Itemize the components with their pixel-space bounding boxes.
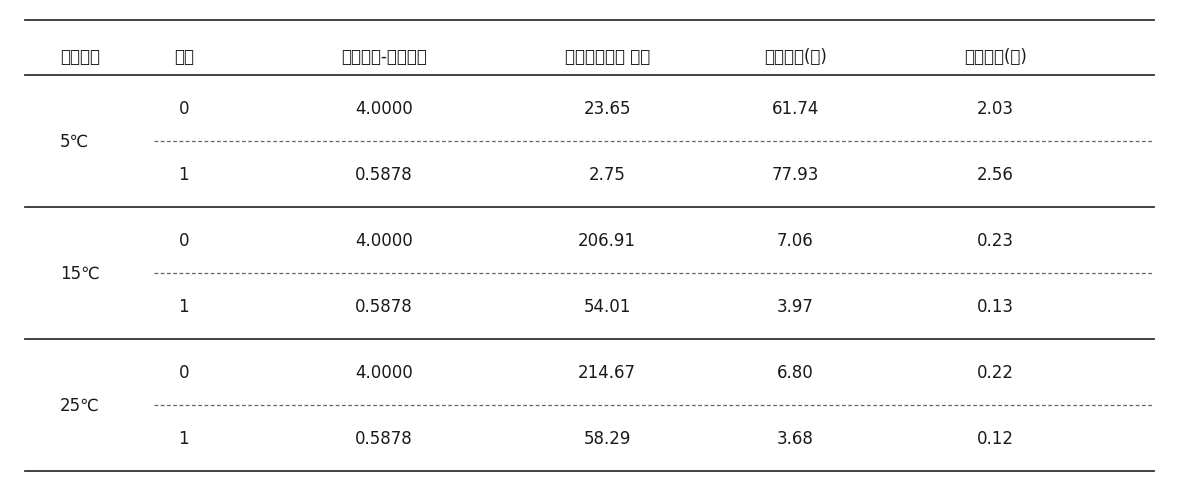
Text: 0.5878: 0.5878	[355, 297, 413, 315]
Text: 4.0000: 4.0000	[355, 363, 413, 381]
Text: 0: 0	[178, 231, 189, 249]
Text: 0.13: 0.13	[976, 297, 1014, 315]
Text: 0.22: 0.22	[976, 363, 1014, 381]
Text: 25℃: 25℃	[60, 396, 100, 414]
Text: 58.29: 58.29	[584, 429, 631, 447]
Text: 최초함량-품질규격: 최초함량-품질규격	[341, 48, 427, 66]
Text: 5℃: 5℃	[60, 133, 90, 151]
Text: 0.5878: 0.5878	[355, 166, 413, 183]
Text: 차수: 차수	[173, 48, 193, 66]
Text: 3.68: 3.68	[777, 429, 814, 447]
Text: 2.03: 2.03	[976, 100, 1014, 118]
Text: 7.06: 7.06	[777, 231, 814, 249]
Text: 206.91: 206.91	[578, 231, 637, 249]
Text: 77.93: 77.93	[771, 166, 819, 183]
Text: 2.56: 2.56	[977, 166, 1014, 183]
Text: 23.65: 23.65	[584, 100, 631, 118]
Text: 4.0000: 4.0000	[355, 100, 413, 118]
Text: 15℃: 15℃	[60, 264, 100, 282]
Text: 0.23: 0.23	[976, 231, 1014, 249]
Text: 61.74: 61.74	[771, 100, 819, 118]
Text: 0.5878: 0.5878	[355, 429, 413, 447]
Text: 유통기한(일): 유통기한(일)	[764, 48, 826, 66]
Text: 유통기한(월): 유통기한(월)	[964, 48, 1027, 66]
Text: 1: 1	[178, 297, 189, 315]
Text: 1: 1	[178, 429, 189, 447]
Text: 1: 1	[178, 166, 189, 183]
Text: 54.01: 54.01	[584, 297, 631, 315]
Text: 0.12: 0.12	[976, 429, 1014, 447]
Text: 저장온도: 저장온도	[60, 48, 100, 66]
Text: 2.75: 2.75	[588, 166, 626, 183]
Text: 214.67: 214.67	[578, 363, 637, 381]
Text: 0: 0	[178, 363, 189, 381]
Text: 4.0000: 4.0000	[355, 231, 413, 249]
Text: 3.97: 3.97	[777, 297, 814, 315]
Text: 0: 0	[178, 100, 189, 118]
Text: 연간변화속도 상수: 연간변화속도 상수	[565, 48, 650, 66]
Text: 6.80: 6.80	[777, 363, 814, 381]
